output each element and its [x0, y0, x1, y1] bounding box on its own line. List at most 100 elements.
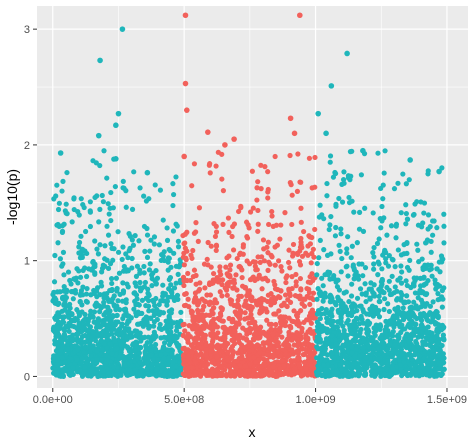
data-point	[222, 285, 228, 291]
data-point	[297, 12, 303, 19]
data-point	[173, 369, 179, 376]
data-point	[268, 321, 275, 327]
data-point	[287, 115, 294, 122]
data-point	[287, 152, 293, 159]
data-point	[109, 324, 115, 330]
data-point	[89, 335, 95, 341]
data-point	[108, 189, 114, 196]
data-point	[133, 273, 140, 279]
data-point	[246, 348, 252, 354]
data-point	[342, 353, 348, 359]
data-point	[430, 299, 436, 305]
data-point	[324, 180, 330, 187]
data-point	[236, 355, 242, 361]
data-point	[386, 253, 392, 259]
data-point	[361, 309, 367, 315]
data-point	[204, 256, 210, 262]
data-point	[433, 286, 439, 292]
data-point	[385, 263, 392, 269]
data-point	[160, 282, 166, 288]
data-point	[297, 179, 303, 185]
data-point	[187, 333, 193, 340]
data-point	[312, 184, 318, 190]
data-point	[198, 340, 205, 347]
data-point	[351, 209, 357, 215]
data-point	[260, 237, 267, 243]
data-point	[265, 189, 271, 195]
data-point	[134, 263, 141, 269]
data-point	[255, 207, 261, 214]
data-point	[301, 359, 307, 365]
data-point	[122, 362, 128, 368]
data-point	[175, 271, 181, 277]
data-point	[192, 297, 198, 303]
data-point	[117, 307, 123, 313]
data-point	[415, 295, 421, 301]
data-point	[186, 323, 192, 329]
data-point	[185, 270, 191, 277]
data-point	[181, 278, 187, 284]
data-point	[181, 321, 187, 327]
data-point	[294, 188, 301, 194]
data-point	[363, 326, 370, 332]
data-point	[133, 302, 139, 308]
data-point	[312, 226, 318, 233]
data-point	[100, 368, 106, 374]
data-point	[259, 309, 265, 315]
data-point	[291, 358, 297, 364]
data-point	[269, 208, 275, 215]
data-point	[136, 238, 142, 244]
data-point	[101, 148, 107, 154]
data-point	[399, 322, 405, 328]
data-point	[129, 370, 135, 376]
data-point	[59, 229, 66, 236]
data-point	[350, 264, 356, 270]
data-point	[229, 319, 235, 325]
data-point	[148, 237, 154, 243]
data-point	[84, 285, 90, 292]
data-point	[102, 256, 108, 262]
data-point	[171, 320, 177, 326]
data-point	[265, 250, 271, 256]
data-point	[185, 339, 191, 345]
data-point	[197, 286, 203, 293]
data-point	[294, 314, 300, 320]
data-point	[76, 239, 83, 246]
data-point	[152, 346, 159, 352]
data-point	[360, 344, 367, 350]
data-point	[370, 210, 376, 216]
data-point	[79, 355, 85, 362]
data-point	[396, 334, 402, 340]
data-point	[273, 321, 279, 328]
data-point	[160, 310, 167, 316]
data-point	[72, 318, 78, 324]
data-point	[247, 209, 254, 215]
data-point	[308, 330, 314, 336]
data-point	[106, 211, 112, 217]
data-point	[306, 155, 313, 161]
data-point	[54, 370, 60, 376]
data-point	[137, 370, 143, 377]
data-point	[106, 370, 112, 376]
data-point	[124, 372, 130, 378]
data-point	[112, 183, 118, 190]
data-point	[219, 293, 225, 299]
data-point	[369, 363, 375, 369]
data-point	[95, 316, 101, 322]
data-point	[213, 372, 219, 378]
data-point	[63, 201, 69, 207]
data-point	[226, 229, 232, 235]
data-point	[303, 250, 309, 256]
data-point	[68, 289, 75, 295]
data-point	[205, 239, 211, 246]
data-point	[351, 371, 357, 377]
data-point	[166, 276, 172, 283]
data-point	[332, 233, 339, 239]
data-point	[248, 311, 254, 318]
data-point	[298, 287, 304, 293]
data-point	[255, 335, 261, 341]
data-point	[164, 302, 170, 308]
data-point	[395, 180, 401, 186]
data-point	[420, 275, 427, 281]
data-point	[120, 185, 126, 191]
